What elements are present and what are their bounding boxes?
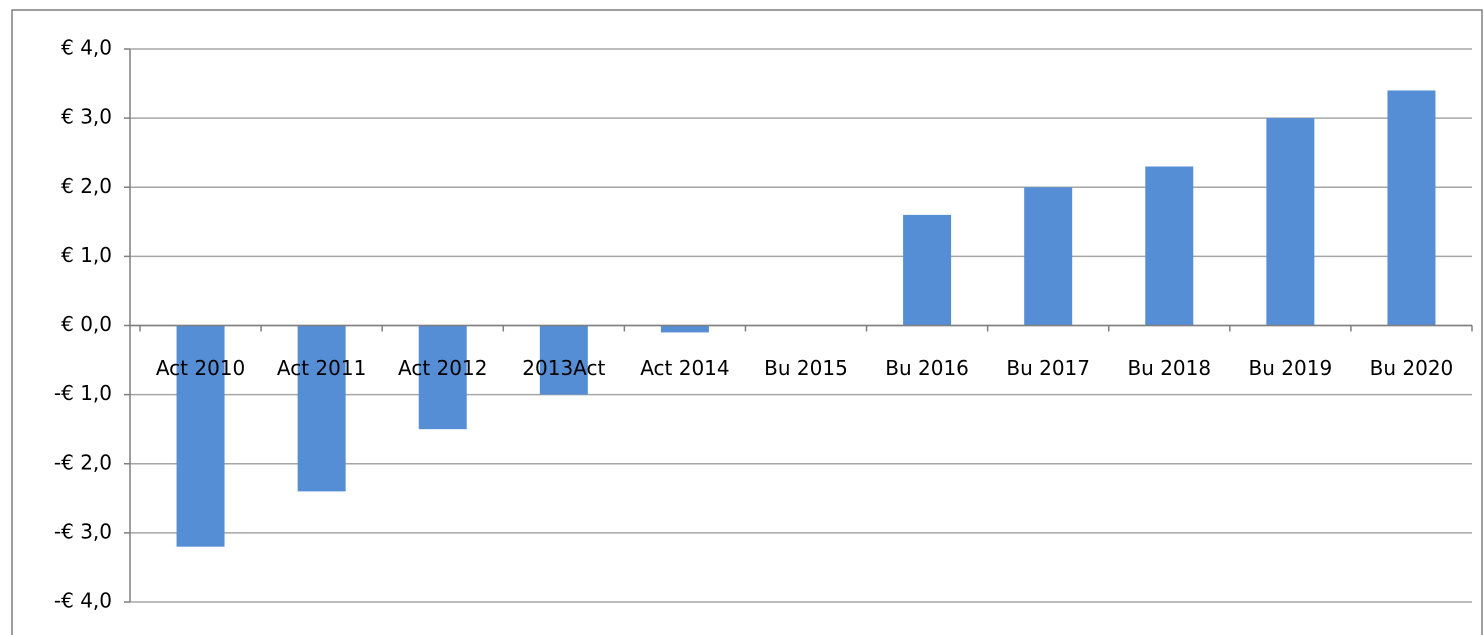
x-tick-label: Bu 2019 [1249,356,1333,380]
y-tick-label: -€ 4,0 [54,589,112,613]
x-tick-label: Act 2010 [156,356,245,380]
x-tick-label: Bu 2020 [1370,356,1454,380]
y-tick-label: € 0,0 [61,312,112,336]
bar [1387,90,1436,326]
x-tick-label: Act 2011 [277,356,366,380]
y-tick-label: -€ 2,0 [54,450,112,474]
y-tick-label: -€ 1,0 [54,381,112,405]
bar [418,325,467,430]
x-tick-label: Bu 2016 [885,356,969,380]
bar [1145,166,1194,326]
bar [660,325,709,333]
chart-border [11,9,1483,635]
bar [297,325,346,492]
y-tick-label: € 4,0 [61,36,112,60]
x-tick-label: Bu 2015 [764,356,848,380]
y-tick-label: € 3,0 [61,105,112,129]
x-tick-label: Act 2012 [398,356,487,380]
x-tick-label: Bu 2017 [1006,356,1090,380]
bar [176,325,225,547]
x-tick-label: Bu 2018 [1127,356,1211,380]
bar [903,214,952,326]
x-tick-label: 2013Act [522,356,605,380]
y-tick-label: -€ 3,0 [54,519,112,543]
x-tick-label: Act 2014 [640,356,729,380]
bar [1266,118,1315,326]
bar [539,325,588,395]
bar [1024,187,1073,326]
y-tick-label: € 2,0 [61,174,112,198]
y-tick-label: € 1,0 [61,243,112,267]
